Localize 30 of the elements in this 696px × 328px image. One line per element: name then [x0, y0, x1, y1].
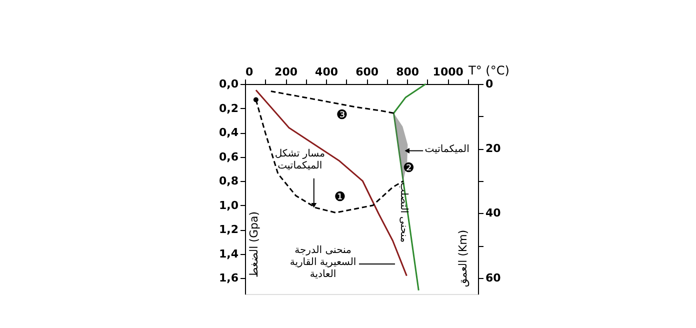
annotation: مسار تشكل الميكماتيت: [274, 148, 325, 172]
y2-tick-label: 60: [486, 271, 502, 284]
y-tick-label: 0,0: [219, 78, 239, 90]
y-tick-label: 1,4: [219, 247, 239, 260]
x-tick-label: 1000: [432, 66, 464, 78]
x-tick-label: 0: [246, 66, 254, 78]
y-tick-label: 1,2: [219, 223, 238, 236]
annotation: ❸: [336, 108, 348, 123]
y-tick-label: 0,4: [219, 126, 239, 140]
y2-tick-label: 0: [486, 78, 494, 90]
y-tick-label: 1,6: [219, 272, 239, 285]
x-tick-label: 200: [274, 66, 298, 78]
annotation: منحنى الدرجة السعيرية القارية العادية: [290, 245, 356, 280]
y-axis-title: الضغط (Gpa): [248, 211, 260, 278]
x-axis-title: T° (°C): [468, 64, 510, 78]
y-tick-label: 1,0: [219, 198, 239, 212]
y-tick-label: 0,2: [219, 102, 238, 115]
x-tick-label: 400: [315, 66, 338, 78]
y2-axis-title: العمق (Km): [456, 230, 470, 288]
x-tick-label: 600: [356, 66, 379, 78]
x-tick-label: 800: [396, 66, 420, 78]
y2-tick-label: 40: [486, 206, 502, 220]
line-series: [392, 83, 426, 292]
annotation: ❶: [334, 190, 346, 205]
annotation: الميكماتيت: [424, 144, 470, 155]
annotation: منحنى التصلب: [398, 182, 409, 243]
annotation: ❷: [402, 160, 415, 176]
y2-tick-label: 20: [486, 142, 502, 156]
y-tick-label: 0,6: [219, 150, 239, 164]
y-tick-label: 0,8: [219, 174, 238, 188]
